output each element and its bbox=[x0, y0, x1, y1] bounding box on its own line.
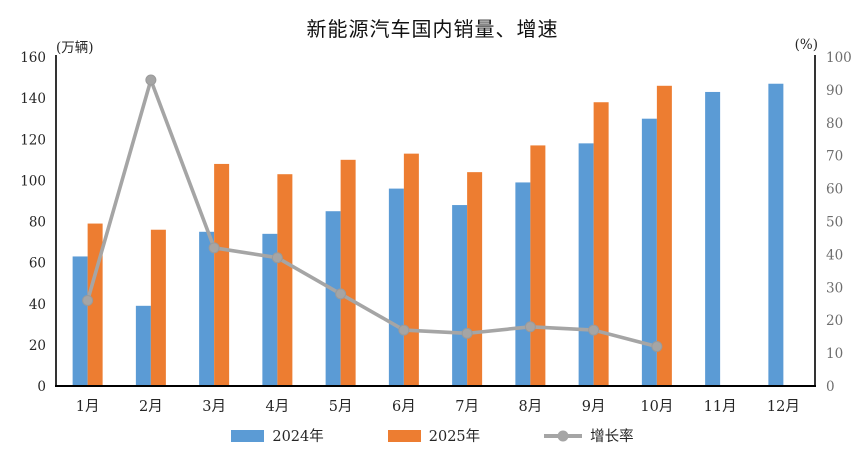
bar-2024年-12月 bbox=[768, 83, 784, 386]
left-axis-tick-60: 60 bbox=[29, 256, 46, 272]
x-axis-label-11月: 11月 bbox=[704, 399, 737, 415]
bar-2025年-2月 bbox=[150, 229, 166, 386]
bar-2024年-3月 bbox=[199, 231, 215, 386]
right-axis-tick-100: 100 bbox=[826, 50, 852, 66]
bar-2024年-7月 bbox=[452, 205, 468, 386]
legend-swatch-line-增长率 bbox=[544, 430, 583, 441]
bar-2024年-8月 bbox=[515, 182, 531, 386]
line-point-2月 bbox=[145, 74, 157, 86]
right-axis-tick-80: 80 bbox=[826, 116, 843, 132]
legend-label-增长率: 增长率 bbox=[590, 429, 634, 445]
right-axis-tick-90: 90 bbox=[826, 83, 843, 99]
left-axis-tick-140: 140 bbox=[20, 91, 46, 107]
right-axis-tick-50: 50 bbox=[826, 215, 843, 231]
x-axis-label-3月: 3月 bbox=[202, 399, 226, 415]
bar-2024年-4月 bbox=[262, 233, 278, 386]
bar-2024年-2月 bbox=[135, 305, 151, 386]
bar-2025年-3月 bbox=[214, 163, 230, 386]
growth-rate-line bbox=[85, 78, 658, 349]
legend-item-2025年: 2025年 bbox=[387, 425, 481, 446]
bar-2025年-10月 bbox=[656, 85, 672, 386]
bar-2025年-6月 bbox=[403, 153, 419, 386]
x-axis-label-1月: 1月 bbox=[76, 399, 100, 415]
legend-swatch-bar-2025年 bbox=[387, 429, 421, 442]
left-axis-tick-40: 40 bbox=[29, 297, 46, 313]
right-axis-tick-20: 20 bbox=[826, 313, 843, 329]
x-axis-label-4月: 4月 bbox=[266, 399, 290, 415]
line-point-9月 bbox=[588, 324, 600, 336]
right-axis-tick-40: 40 bbox=[826, 247, 843, 263]
line-point-6月 bbox=[398, 324, 410, 336]
right-axis-unit-label: (%) bbox=[794, 37, 818, 53]
line-point-5月 bbox=[335, 288, 347, 300]
bar-2024年-10月 bbox=[641, 118, 657, 386]
x-axis-label-10月: 10月 bbox=[640, 399, 673, 415]
right-axis-tick-30: 30 bbox=[826, 280, 843, 296]
bar-2024年-9月 bbox=[578, 143, 594, 386]
line-point-4月 bbox=[271, 252, 283, 264]
left-axis-tick-20: 20 bbox=[29, 338, 46, 354]
left-axis-tick-100: 100 bbox=[20, 173, 46, 189]
x-axis-label-5月: 5月 bbox=[329, 399, 353, 415]
line-point-8月 bbox=[524, 321, 536, 333]
right-axis-tick-10: 10 bbox=[826, 346, 843, 362]
bar-2024年-11月 bbox=[705, 91, 721, 387]
left-axis-tick-160: 160 bbox=[20, 50, 46, 66]
line-point-7月 bbox=[461, 327, 473, 339]
bar-2024年-6月 bbox=[388, 188, 404, 386]
bar-2024年-5月 bbox=[325, 211, 341, 386]
bar-2025年-9月 bbox=[593, 102, 609, 387]
x-axis-label-2月: 2月 bbox=[139, 399, 163, 415]
right-axis-tick-60: 60 bbox=[826, 182, 843, 198]
bar-2024年-1月 bbox=[72, 256, 88, 386]
chart-legend: 2024年 2025年 增长率 bbox=[0, 425, 865, 446]
bar-2025年-8月 bbox=[530, 145, 546, 386]
bar-2025年-4月 bbox=[277, 174, 293, 386]
line-point-1月 bbox=[82, 294, 94, 306]
x-axis-label-8月: 8月 bbox=[519, 399, 543, 415]
line-point-10月 bbox=[651, 341, 663, 353]
legend-swatch-bar-2024年 bbox=[231, 429, 265, 442]
line-point-3月 bbox=[208, 242, 220, 254]
bar-2025年-5月 bbox=[340, 159, 356, 386]
legend-marker-dot bbox=[557, 430, 569, 441]
legend-item-2024年: 2024年 bbox=[231, 425, 324, 446]
legend-item-增长率: 增长率 bbox=[544, 425, 634, 446]
chart-title: 新能源汽车国内销量、增速 bbox=[306, 17, 559, 41]
right-axis-tick-0: 0 bbox=[826, 379, 835, 395]
x-axis-label-12月: 12月 bbox=[767, 399, 800, 415]
x-axis-label-6月: 6月 bbox=[392, 399, 416, 415]
left-axis-tick-120: 120 bbox=[20, 132, 46, 148]
bar-2025年-7月 bbox=[467, 172, 483, 386]
legend-label-2024年: 2024年 bbox=[272, 429, 324, 445]
x-axis-label-7月: 7月 bbox=[455, 399, 479, 415]
x-axis-label-9月: 9月 bbox=[582, 399, 606, 415]
right-axis-tick-70: 70 bbox=[826, 149, 843, 165]
legend-label-2025年: 2025年 bbox=[428, 429, 481, 445]
left-axis-tick-0: 0 bbox=[37, 379, 46, 395]
left-axis-unit-label: (万辆) bbox=[56, 40, 94, 56]
left-axis-tick-80: 80 bbox=[29, 215, 46, 231]
